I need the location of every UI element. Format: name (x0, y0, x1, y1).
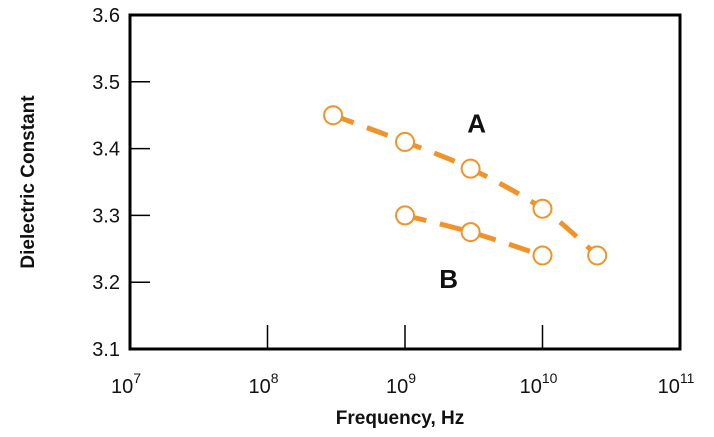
series-labels: AB (439, 109, 486, 294)
x-tick-label: 108 (248, 370, 278, 398)
series-label-a: A (467, 109, 486, 139)
x-axis-ticks: 107 108 109 1010 1011 (111, 325, 695, 398)
series-label-b: B (439, 264, 458, 294)
y-axis-label: Dielectric Constant (18, 95, 39, 269)
data-point-b (395, 205, 415, 226)
data-point-a (532, 198, 553, 219)
plot-frame (128, 13, 682, 351)
x-tick-label: 109 (386, 370, 416, 398)
data-point-b (532, 245, 553, 266)
y-axis-ticks: 3.1 3.2 3.3 3.4 3.5 3.6 (92, 5, 150, 361)
x-tick-label: 107 (111, 370, 141, 398)
x-tick-label: 1011 (658, 370, 695, 398)
series-points (323, 105, 608, 266)
series-line-b (404, 212, 544, 258)
x-axis-label: Frequency, Hz (336, 408, 464, 429)
data-point-b (460, 222, 481, 243)
y-tick-label: 3.4 (92, 139, 120, 161)
y-tick-label: 3.3 (92, 205, 120, 227)
x-tick-label: 1010 (520, 370, 558, 398)
y-tick-label: 3.6 (92, 5, 120, 27)
data-point-a (460, 158, 481, 179)
y-tick-label: 3.1 (92, 339, 120, 361)
y-tick-label: 3.5 (92, 72, 120, 94)
data-point-a (395, 131, 415, 152)
y-tick-label: 3.2 (92, 272, 120, 294)
data-point-a (587, 245, 608, 266)
data-point-a (323, 105, 344, 126)
